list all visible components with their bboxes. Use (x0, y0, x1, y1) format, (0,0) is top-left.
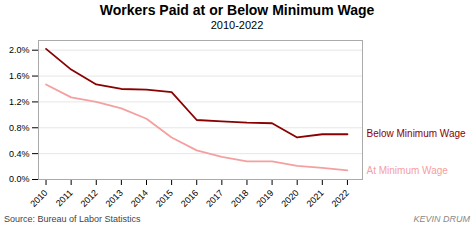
svg-text:2016: 2016 (179, 188, 200, 209)
svg-text:At Minimum Wage: At Minimum Wage (367, 165, 449, 176)
svg-text:2.0%: 2.0% (9, 45, 30, 55)
svg-text:0.4%: 0.4% (9, 149, 30, 159)
svg-text:1.6%: 1.6% (9, 71, 30, 81)
svg-text:2019: 2019 (254, 188, 275, 209)
svg-text:2010: 2010 (28, 188, 49, 209)
svg-text:2011: 2011 (54, 188, 75, 209)
html-text:Workers Paid at or Below Minim: Workers Paid at or Below Minimum Wage (99, 2, 375, 18)
html-text:KEVIN DRUM: KEVIN DRUM (413, 214, 470, 224)
svg-text:1.2%: 1.2% (9, 97, 30, 107)
html-text:2010-2022: 2010-2022 (210, 19, 264, 31)
svg-text:0.8%: 0.8% (9, 123, 30, 133)
svg-text:2022: 2022 (330, 188, 351, 209)
svg-text:2018: 2018 (229, 188, 250, 209)
svg-text:2021: 2021 (305, 188, 326, 209)
svg-text:2015: 2015 (154, 188, 175, 209)
svg-text:2012: 2012 (78, 188, 99, 209)
html-text:Source: Bureau of Labor Statis: Source: Bureau of Labor Statistics (4, 214, 141, 224)
svg-text:2013: 2013 (104, 188, 125, 209)
svg-text:2014: 2014 (129, 188, 150, 209)
svg-text:2020: 2020 (279, 188, 300, 209)
svg-text:2017: 2017 (204, 188, 225, 209)
svg-text:0.0%: 0.0% (9, 174, 30, 184)
svg-text:Below Minimum Wage: Below Minimum Wage (367, 128, 467, 139)
